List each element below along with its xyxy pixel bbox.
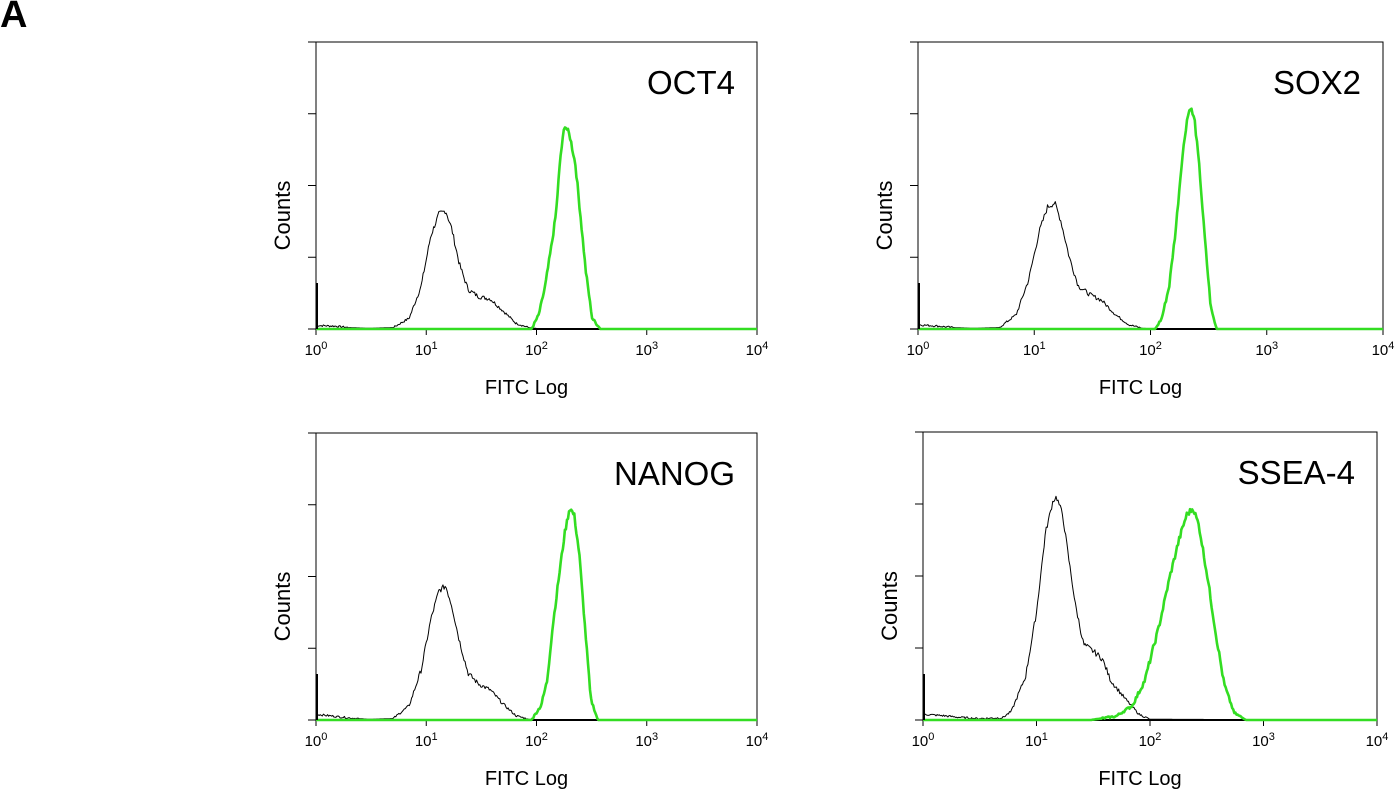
x-tick-base: 10 (1139, 733, 1156, 750)
panel-title: NANOG (614, 455, 735, 492)
x-tick-base: 10 (1252, 733, 1269, 750)
x-tick-label: 100 (305, 340, 328, 359)
control-histogram-line (315, 584, 757, 721)
x-tick-base: 10 (1372, 342, 1389, 359)
stained-histogram-line (315, 126, 758, 331)
x-tick-exponent: 0 (321, 731, 327, 743)
x-tick-exponent: 2 (1155, 731, 1161, 743)
stained-histogram-line (315, 508, 758, 722)
x-tick-exponent: 2 (1156, 340, 1162, 352)
x-tick-base: 10 (746, 733, 763, 750)
x-tick-label: 101 (415, 340, 438, 359)
y-axis-label: Counts (270, 181, 295, 251)
x-tick-base: 10 (1366, 733, 1383, 750)
x-tick-base: 10 (1023, 342, 1040, 359)
x-tick-exponent: 4 (762, 731, 768, 743)
x-tick-base: 10 (635, 733, 652, 750)
y-axis-label: Counts (270, 572, 295, 642)
x-tick-label: 103 (635, 340, 658, 359)
x-tick-exponent: 3 (1269, 731, 1275, 743)
x-tick-exponent: 3 (652, 731, 658, 743)
stained-histogram-line (922, 507, 1378, 722)
panel-title: SSEA-4 (1238, 454, 1355, 491)
y-axis-label: Counts (872, 181, 897, 251)
x-tick-base: 10 (305, 733, 322, 750)
x-tick-base: 10 (635, 342, 652, 359)
x-tick-base: 10 (305, 342, 322, 359)
x-tick-label: 103 (635, 731, 658, 750)
x-tick-label: 104 (1366, 731, 1389, 750)
x-axis-label: FITC Log (1098, 768, 1181, 790)
x-tick-base: 10 (746, 342, 763, 359)
x-tick-label: 102 (525, 731, 548, 750)
x-tick-base: 10 (912, 733, 929, 750)
x-tick-label: 104 (746, 340, 769, 359)
control-histogram-line (917, 201, 1383, 330)
x-tick-label: 103 (1255, 340, 1278, 359)
panel-title: OCT4 (647, 64, 735, 101)
x-tick-exponent: 1 (1040, 340, 1046, 352)
x-tick-base: 10 (525, 342, 542, 359)
x-tick-exponent: 3 (652, 340, 658, 352)
x-tick-base: 10 (1255, 342, 1272, 359)
x-axis-label: FITC Log (485, 377, 568, 399)
stained-histogram-line (917, 107, 1384, 331)
x-tick-label: 101 (415, 731, 438, 750)
x-tick-exponent: 0 (923, 340, 929, 352)
control-histogram-line (922, 495, 1377, 721)
control-histogram-line (315, 210, 757, 330)
x-tick-exponent: 1 (432, 340, 438, 352)
x-tick-label: 102 (1139, 340, 1162, 359)
x-tick-label: 100 (912, 731, 935, 750)
x-tick-label: 101 (1023, 340, 1046, 359)
x-axis-label: FITC Log (1099, 377, 1182, 399)
x-tick-label: 102 (525, 340, 548, 359)
x-tick-label: 103 (1252, 731, 1275, 750)
x-tick-exponent: 4 (1382, 731, 1388, 743)
figure-panel-label: A (0, 0, 28, 36)
x-tick-base: 10 (1025, 733, 1042, 750)
x-tick-exponent: 2 (542, 731, 548, 743)
x-tick-base: 10 (907, 342, 924, 359)
x-tick-label: 101 (1025, 731, 1048, 750)
x-tick-exponent: 1 (1042, 731, 1048, 743)
x-tick-base: 10 (415, 733, 432, 750)
x-tick-base: 10 (1139, 342, 1156, 359)
x-tick-label: 100 (305, 731, 328, 750)
x-tick-exponent: 4 (1388, 340, 1394, 352)
panel-title: SOX2 (1273, 64, 1361, 101)
x-tick-exponent: 0 (928, 731, 934, 743)
x-tick-label: 100 (907, 340, 930, 359)
x-tick-exponent: 0 (321, 340, 327, 352)
x-tick-exponent: 4 (762, 340, 768, 352)
x-tick-label: 104 (746, 731, 769, 750)
x-tick-exponent: 3 (1272, 340, 1278, 352)
x-tick-label: 102 (1139, 731, 1162, 750)
x-tick-base: 10 (415, 342, 432, 359)
x-axis-label: FITC Log (485, 768, 568, 790)
x-tick-exponent: 2 (542, 340, 548, 352)
x-tick-exponent: 1 (432, 731, 438, 743)
y-axis-label: Counts (877, 571, 902, 641)
x-tick-base: 10 (525, 733, 542, 750)
x-tick-label: 104 (1372, 340, 1395, 359)
